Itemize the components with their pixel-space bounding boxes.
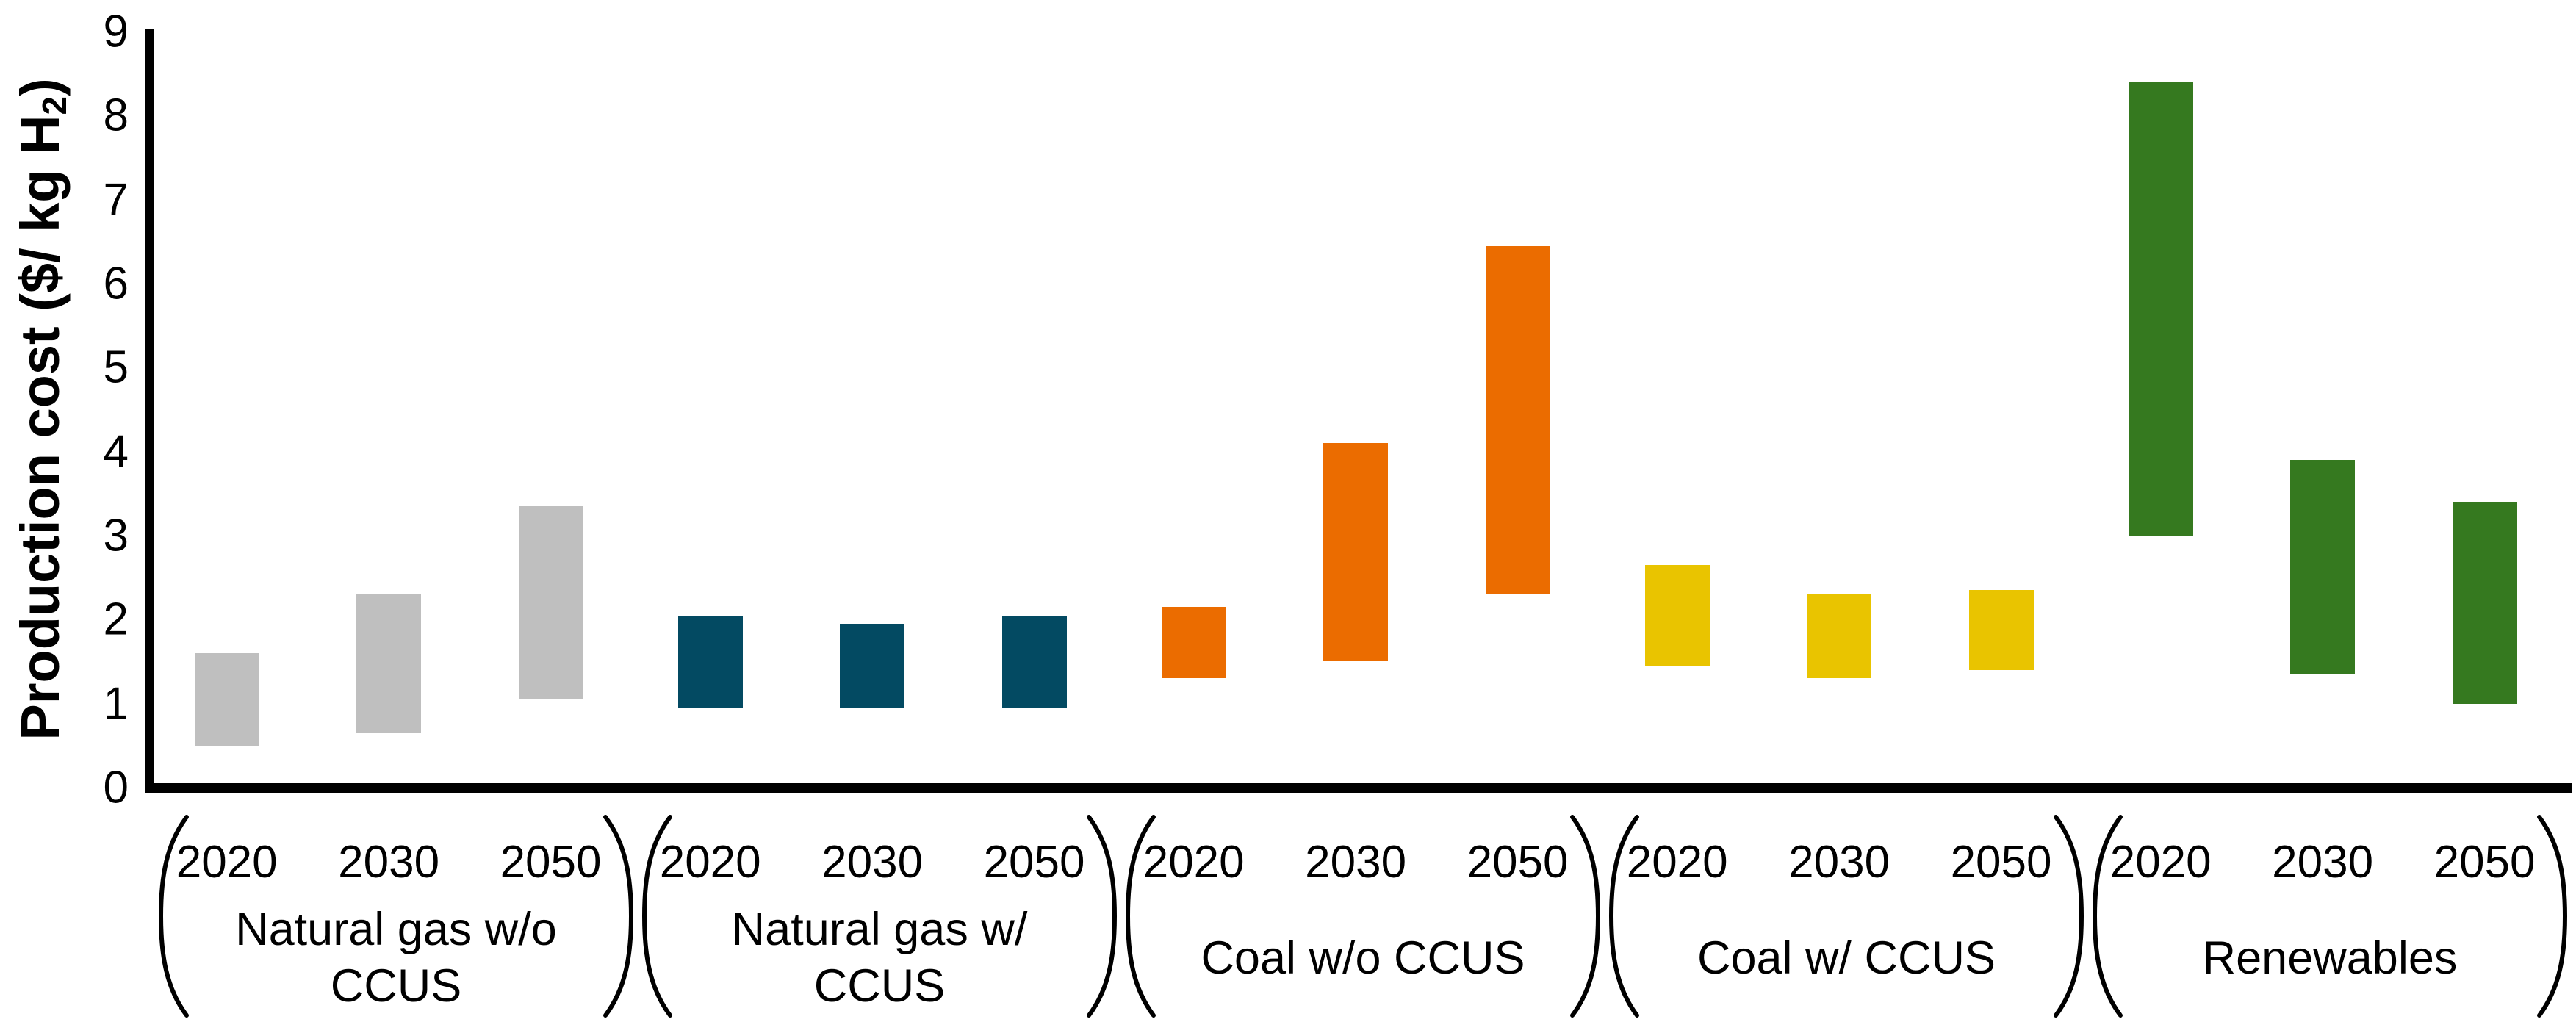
range-bar-natural-gas-w-o-ccus-2030: [356, 594, 422, 733]
range-bar-renewables-2020: [2128, 82, 2193, 536]
group-label-line: CCUS: [330, 960, 462, 1012]
y-tick-label-0: 0: [103, 762, 129, 813]
x-tick-year-label: 2020: [659, 837, 761, 888]
y-axis-title-suffix: ): [10, 78, 71, 97]
y-tick-label-6: 6: [103, 258, 129, 309]
y-tick-label-7: 7: [103, 174, 129, 226]
y-axis-title-subscript: 2: [35, 96, 74, 115]
y-axis-title-text: Production cost ($/ kg H: [10, 115, 71, 741]
group-bracket-right: [1084, 813, 1120, 1020]
group-bracket-left: [1123, 813, 1158, 1020]
range-bar-natural-gas-w-ccus-2030: [840, 624, 905, 708]
group-label-coal-w-o-ccus: Coal w/o CCUS: [1151, 898, 1575, 1018]
range-bar-natural-gas-w-ccus-2050: [1001, 615, 1067, 708]
group-bracket-left: [1606, 813, 1641, 1020]
x-axis-line: [145, 783, 2572, 793]
group-bracket-right: [2535, 813, 2570, 1020]
group-label-natural-gas-w-o-ccus: Natural gas w/o CCUS: [184, 898, 608, 1018]
range-bar-renewables-2050: [2452, 502, 2517, 704]
group-bracket-right: [601, 813, 636, 1020]
group-label-natural-gas-w-ccus: Natural gas w/CCUS: [667, 898, 1092, 1018]
range-bar-natural-gas-w-o-ccus-2050: [518, 505, 583, 699]
x-tick-year-label: 2050: [1950, 837, 2052, 888]
x-tick-year-label: 2020: [1143, 837, 1245, 888]
range-bar-coal-w-ccus-2030: [1807, 594, 1872, 679]
x-tick-year-label: 2030: [1305, 837, 1407, 888]
y-axis-line: [145, 29, 154, 792]
x-tick-year-label: 2030: [2272, 837, 2374, 888]
y-tick-label-4: 4: [103, 426, 129, 478]
x-tick-year-label: 2030: [821, 837, 924, 888]
y-tick-label-5: 5: [103, 342, 129, 393]
range-bar-coal-w-o-ccus-2030: [1323, 443, 1389, 662]
x-tick-year-label: 2050: [1467, 837, 1569, 888]
group-bracket-left: [2090, 813, 2125, 1020]
group-label-renewables: Renewables: [2118, 898, 2542, 1018]
group-bracket-left: [639, 813, 674, 1020]
x-tick-year-label: 2020: [2109, 837, 2212, 888]
group-label-line: Natural gas w/o: [235, 904, 557, 955]
group-label-line: Natural gas w/: [731, 904, 1028, 955]
range-bar-coal-w-o-ccus-2050: [1485, 245, 1550, 595]
group-label-line: Renewables: [2202, 932, 2458, 984]
range-bar-natural-gas-w-ccus-2020: [677, 615, 743, 708]
x-tick-year-label: 2050: [2433, 837, 2536, 888]
y-tick-label-9: 9: [103, 6, 129, 57]
range-bar-natural-gas-w-o-ccus-2020: [194, 653, 259, 746]
x-tick-year-label: 2020: [176, 837, 278, 888]
range-bar-coal-w-ccus-2020: [1644, 565, 1710, 666]
range-bar-coal-w-ccus-2050: [1968, 590, 2034, 670]
range-bar-renewables-2030: [2290, 460, 2356, 674]
x-tick-year-label: 2030: [338, 837, 440, 888]
group-label-coal-w-ccus: Coal w/ CCUS: [1634, 898, 2059, 1018]
x-tick-year-label: 2050: [500, 837, 602, 888]
group-bracket-right: [2051, 813, 2087, 1020]
group-bracket-right: [1568, 813, 1603, 1020]
x-tick-year-label: 2050: [983, 837, 1085, 888]
group-bracket-left: [156, 813, 191, 1020]
x-tick-year-label: 2030: [1788, 837, 1890, 888]
x-tick-year-label: 2020: [1626, 837, 1728, 888]
group-label-line: CCUS: [813, 960, 946, 1012]
y-axis-title: Production cost ($/ kg H2): [9, 78, 74, 740]
group-label-line: Coal w/ CCUS: [1697, 932, 1996, 984]
y-tick-label-3: 3: [103, 510, 129, 561]
y-tick-label-8: 8: [103, 90, 129, 141]
group-label-line: Coal w/o CCUS: [1201, 932, 1525, 984]
y-tick-label-2: 2: [103, 594, 129, 645]
y-tick-label-1: 1: [103, 678, 129, 730]
range-bar-coal-w-o-ccus-2020: [1161, 607, 1226, 679]
